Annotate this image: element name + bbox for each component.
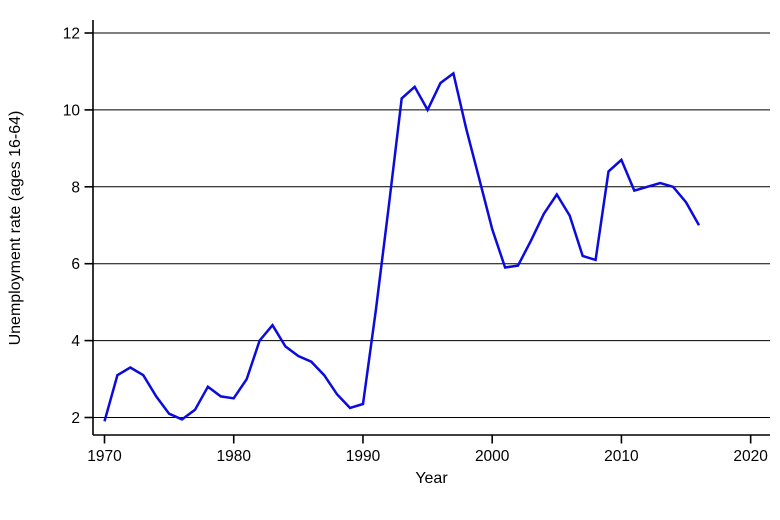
y-tick-label: 2 xyxy=(71,410,80,427)
x-tick-label: 1980 xyxy=(216,448,251,465)
x-axis-title: Year xyxy=(415,470,448,487)
x-tick-label: 2020 xyxy=(733,448,768,465)
y-tick-label: 6 xyxy=(71,256,80,273)
data-line-unemployment-rate xyxy=(103,71,701,422)
y-tick-label: 8 xyxy=(71,179,80,196)
y-tick-label: 12 xyxy=(63,26,80,43)
y-tick-label: 4 xyxy=(71,333,80,350)
y-axis-title: Unemployment rate (ages 16-64) xyxy=(7,110,24,346)
y-tick-label: 10 xyxy=(63,102,81,119)
x-tick-label: 2010 xyxy=(604,448,639,465)
x-tick-label: 2000 xyxy=(475,448,510,465)
x-tick-label: 1970 xyxy=(87,448,122,465)
x-tick-label: 1990 xyxy=(346,448,381,465)
